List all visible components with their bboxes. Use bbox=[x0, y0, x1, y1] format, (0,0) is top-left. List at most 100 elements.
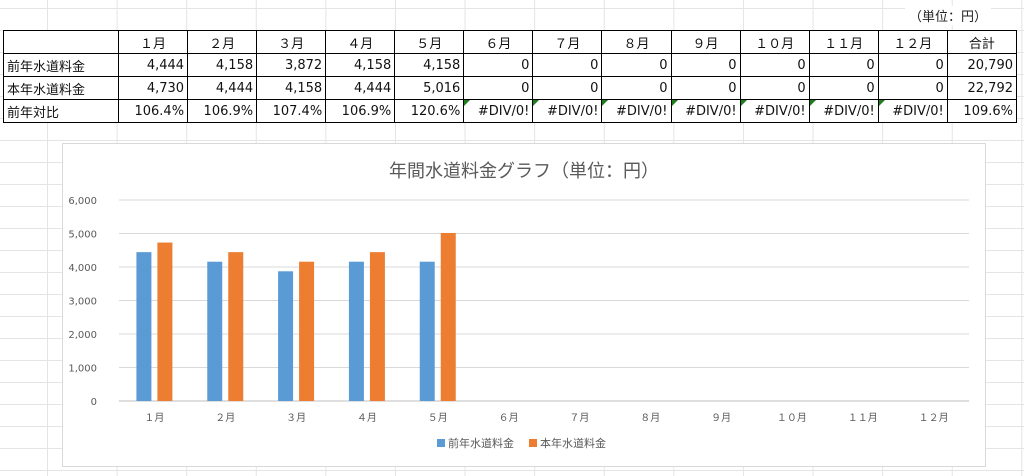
table-cell[interactable]: 4,444 bbox=[117, 53, 189, 77]
y-tick-label: 1,000 bbox=[68, 364, 97, 375]
table-cell[interactable]: 0 bbox=[808, 53, 879, 77]
table-cell[interactable]: 0 bbox=[670, 53, 741, 77]
y-tick-label: 3,000 bbox=[68, 297, 97, 308]
bar-series-1[interactable] bbox=[278, 271, 294, 401]
row-label[interactable]: 前年対比 bbox=[3, 99, 119, 123]
table-cell[interactable]: 0 bbox=[739, 53, 810, 77]
row-label[interactable]: 本年水道料金 bbox=[3, 76, 119, 100]
table-cell[interactable]: 0 bbox=[532, 76, 603, 100]
y-tick-label: 2,000 bbox=[68, 330, 97, 341]
table-cell[interactable]: 4,158 bbox=[256, 76, 327, 100]
x-tick-label: ９月 bbox=[711, 412, 731, 424]
column-header[interactable]: ６月 bbox=[463, 30, 534, 54]
table-cell[interactable]: 106.9% bbox=[187, 99, 258, 123]
bars bbox=[136, 232, 456, 401]
table-header-row: １月 ２月 ３月 ４月 ５月 ６月 ７月 ８月 ９月 １０月 １１月 １２月 合… bbox=[3, 30, 1018, 54]
table-cell[interactable]: 4,158 bbox=[325, 53, 396, 77]
column-header[interactable]: １２月 bbox=[877, 30, 948, 54]
table-cell[interactable]: 4,730 bbox=[117, 76, 189, 100]
y-tick-label: 0 bbox=[91, 397, 97, 408]
table-cell[interactable]: 106.4% bbox=[117, 99, 189, 123]
y-tick-label: 5,000 bbox=[68, 230, 97, 241]
column-header[interactable]: １１月 bbox=[808, 30, 879, 54]
table-cell[interactable]: 0 bbox=[601, 53, 672, 77]
table-cell[interactable]: #DIV/0! bbox=[877, 99, 948, 123]
bar-series-2[interactable] bbox=[228, 252, 244, 401]
gridlines bbox=[119, 199, 969, 402]
table-cell[interactable]: #DIV/0! bbox=[532, 99, 603, 123]
column-header[interactable]: ２月 bbox=[187, 30, 258, 54]
x-tick-label: １１月 bbox=[848, 412, 878, 424]
y-tick-label: 4,000 bbox=[68, 263, 97, 274]
table-cell[interactable]: 0 bbox=[601, 76, 672, 100]
column-header[interactable]: 合計 bbox=[946, 30, 1018, 54]
x-tick-label: １０月 bbox=[777, 412, 807, 424]
table-cell[interactable]: 5,016 bbox=[394, 76, 465, 100]
bar-series-2[interactable] bbox=[299, 261, 315, 401]
table-cell[interactable]: #DIV/0! bbox=[670, 99, 741, 123]
table-cell[interactable]: #DIV/0! bbox=[739, 99, 810, 123]
column-header[interactable]: ４月 bbox=[325, 30, 396, 54]
legend-swatch bbox=[529, 439, 537, 447]
bar-series-1[interactable] bbox=[419, 261, 435, 401]
table-cell[interactable]: 4,444 bbox=[325, 76, 396, 100]
column-header[interactable]: ５月 bbox=[394, 30, 465, 54]
bar-chart: 年間水道料金グラフ（単位：円） 0 1,000 2,000 3,000 4,000 5,0… bbox=[68, 161, 969, 450]
table-cell[interactable]: 0 bbox=[877, 76, 948, 100]
table-cell[interactable]: 106.9% bbox=[325, 99, 396, 123]
table-cell[interactable]: 4,444 bbox=[187, 76, 258, 100]
table-cell[interactable]: 0 bbox=[808, 76, 879, 100]
table-cell[interactable]: 0 bbox=[877, 53, 948, 77]
table-cell[interactable]: 22,792 bbox=[946, 76, 1018, 100]
bar-series-1[interactable] bbox=[136, 252, 152, 401]
legend-swatch bbox=[437, 439, 445, 447]
chart-area[interactable]: 年間水道料金グラフ（単位：円） 0 1,000 2,000 3,000 4,000 5,0… bbox=[62, 143, 986, 467]
x-tick-label: ４月 bbox=[357, 412, 377, 424]
legend-label: 本年水道料金 bbox=[540, 436, 606, 450]
table-cell[interactable]: 3,872 bbox=[256, 53, 327, 77]
x-tick-label: ６月 bbox=[499, 412, 519, 424]
table-cell[interactable]: 0 bbox=[463, 76, 534, 100]
column-header[interactable]: ７月 bbox=[532, 30, 603, 54]
table-cell[interactable]: 0 bbox=[670, 76, 741, 100]
table-row: 前年対比 106.4% 106.9% 107.4% 106.9% 120.6% #DIV/0… bbox=[3, 99, 1018, 123]
bar-series-1[interactable] bbox=[207, 261, 223, 401]
table-cell[interactable]: #DIV/0! bbox=[463, 99, 534, 123]
table-cell[interactable]: 4,158 bbox=[187, 53, 258, 77]
column-header[interactable]: １月 bbox=[117, 30, 189, 54]
legend-label: 前年水道料金 bbox=[448, 436, 514, 450]
table-row: 前年水道料金 4,444 4,158 3,872 4,158 4,158 0 0 0 0 0 0 0 20… bbox=[3, 53, 1018, 77]
table-cell[interactable]: 120.6% bbox=[394, 99, 465, 123]
table-cell[interactable]: #DIV/0! bbox=[601, 99, 672, 123]
table-cell[interactable]: 109.6% bbox=[946, 99, 1018, 123]
bar-series-1[interactable] bbox=[348, 261, 364, 401]
x-tick-label: １月 bbox=[144, 412, 164, 424]
x-tick-label: ７月 bbox=[569, 412, 589, 424]
bar-series-2[interactable] bbox=[157, 242, 173, 401]
column-header[interactable]: ８月 bbox=[601, 30, 672, 54]
table-cell[interactable]: 0 bbox=[463, 53, 534, 77]
x-tick-label: １２月 bbox=[919, 412, 949, 424]
column-header[interactable] bbox=[3, 30, 119, 54]
legend: 前年水道料金 本年水道料金 bbox=[437, 436, 606, 450]
row-label[interactable]: 前年水道料金 bbox=[3, 53, 119, 77]
bar-series-2[interactable] bbox=[369, 252, 385, 401]
table-cell[interactable]: 0 bbox=[739, 76, 810, 100]
chart-title: 年間水道料金グラフ（単位：円） bbox=[389, 161, 659, 182]
column-header[interactable]: １０月 bbox=[739, 30, 810, 54]
x-tick-label: ３月 bbox=[286, 412, 306, 424]
table-body: 前年水道料金 4,444 4,158 3,872 4,158 4,158 0 0 0 0 0 0 0 20… bbox=[3, 53, 1018, 123]
column-header[interactable]: ９月 bbox=[670, 30, 741, 54]
data-table: １月 ２月 ３月 ４月 ５月 ６月 ７月 ８月 ９月 １０月 １１月 １２月 合… bbox=[3, 30, 1018, 123]
table-cell[interactable]: 20,790 bbox=[946, 53, 1018, 77]
x-tick-label: ２月 bbox=[215, 412, 235, 424]
table-row: 本年水道料金 4,730 4,444 4,158 4,444 5,016 0 0 0 0 0 0 0 22… bbox=[3, 76, 1018, 100]
table-cell[interactable]: 107.4% bbox=[256, 99, 327, 123]
table-cell[interactable]: 0 bbox=[532, 53, 603, 77]
y-tick-label: 6,000 bbox=[68, 196, 97, 207]
bar-series-2[interactable] bbox=[440, 232, 456, 401]
column-header[interactable]: ３月 bbox=[256, 30, 327, 54]
table-cell[interactable]: #DIV/0! bbox=[808, 99, 879, 123]
table-cell[interactable]: 4,158 bbox=[394, 53, 465, 77]
x-tick-label: ５月 bbox=[428, 412, 448, 424]
